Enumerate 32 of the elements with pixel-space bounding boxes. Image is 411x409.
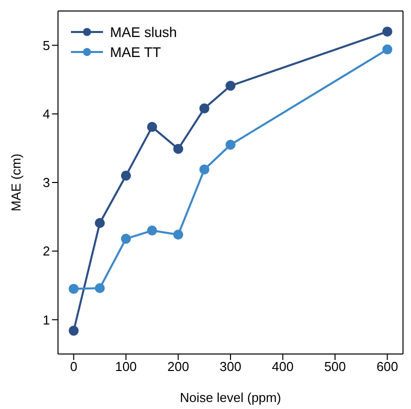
x-axis-title: Noise level (ppm) [180,390,282,405]
point [68,284,79,294]
point [68,326,79,336]
x-tick-label: 100 [115,359,137,374]
y-tick-label: 1 [42,312,50,328]
y-tick-label: 5 [42,38,50,53]
point [94,218,105,228]
point [173,144,184,154]
legend-label: MAE TT [110,44,162,60]
y-axis-title: MAE (cm) [8,154,24,212]
point [120,234,131,244]
y-tick-label: 3 [42,175,50,190]
y-tick-label: 4 [42,106,50,122]
x-tick-label: 500 [324,359,346,374]
x-tick-label: 0 [70,359,78,374]
point [120,170,131,181]
point [199,103,210,114]
x-tick-label: 300 [220,359,242,374]
point [382,26,392,37]
point [173,230,184,240]
point [94,283,105,294]
x-tick-label: 600 [376,359,398,374]
point [147,226,158,236]
legend-label: MAE slush [110,24,177,40]
y-tick-label: 2 [42,244,50,259]
point [147,122,158,132]
point [382,44,392,54]
point [226,140,236,150]
x-tick-label: 400 [272,359,294,374]
point [199,164,210,174]
x-tick-label: 200 [167,359,190,374]
point [226,80,236,91]
